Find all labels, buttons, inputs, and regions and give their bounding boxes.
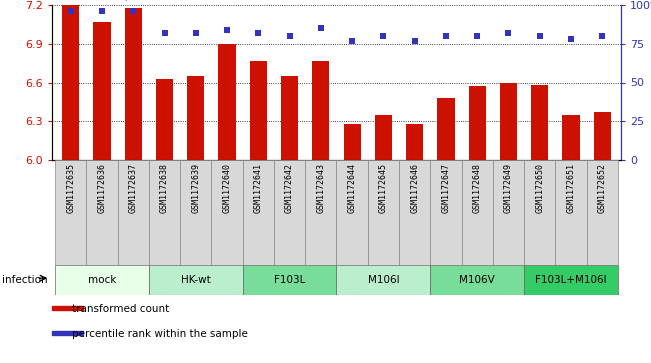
Bar	[52, 331, 83, 335]
Bar	[87, 160, 118, 265]
Point	[316, 25, 326, 31]
Text: GSM1172641: GSM1172641	[254, 163, 263, 213]
Bar	[555, 160, 587, 265]
Point	[472, 33, 482, 39]
Bar	[344, 124, 361, 160]
Bar	[493, 160, 524, 265]
Text: GSM1172644: GSM1172644	[348, 163, 357, 213]
Bar	[337, 160, 368, 265]
Bar	[375, 115, 392, 160]
Bar	[531, 85, 548, 160]
Point	[97, 8, 107, 14]
Bar	[219, 44, 236, 160]
Text: GSM1172643: GSM1172643	[316, 163, 326, 213]
Text: GSM1172650: GSM1172650	[535, 163, 544, 213]
Text: GSM1172646: GSM1172646	[410, 163, 419, 213]
Bar	[149, 265, 243, 295]
Bar	[430, 265, 524, 295]
Text: GSM1172640: GSM1172640	[223, 163, 232, 213]
Bar	[399, 160, 430, 265]
Text: M106V: M106V	[460, 275, 495, 285]
Bar	[337, 265, 430, 295]
Bar	[125, 8, 142, 160]
Bar	[250, 61, 267, 160]
Text: GSM1172649: GSM1172649	[504, 163, 513, 213]
Text: GSM1172648: GSM1172648	[473, 163, 482, 213]
Point	[566, 36, 576, 42]
Text: transformed count: transformed count	[72, 304, 169, 314]
Point	[128, 8, 139, 14]
Text: GSM1172652: GSM1172652	[598, 163, 607, 213]
Point	[284, 33, 295, 39]
Point	[191, 30, 201, 36]
Bar	[274, 160, 305, 265]
Text: F103L+M106I: F103L+M106I	[535, 275, 607, 285]
Point	[66, 8, 76, 14]
Bar	[406, 124, 423, 160]
Bar	[55, 265, 149, 295]
Bar	[430, 160, 462, 265]
Point	[597, 33, 607, 39]
Point	[503, 30, 514, 36]
Bar	[524, 265, 618, 295]
Point	[222, 27, 232, 33]
Bar	[305, 160, 337, 265]
Bar	[281, 76, 298, 160]
Text: GSM1172645: GSM1172645	[379, 163, 388, 213]
Bar	[55, 160, 87, 265]
Bar	[187, 76, 204, 160]
Point	[253, 30, 264, 36]
Bar	[156, 79, 173, 160]
Bar	[312, 61, 329, 160]
Point	[347, 38, 357, 44]
Text: infection: infection	[2, 275, 48, 285]
Bar	[52, 306, 83, 310]
Bar	[594, 112, 611, 160]
Text: GSM1172647: GSM1172647	[441, 163, 450, 213]
Bar	[368, 160, 399, 265]
Point	[441, 33, 451, 39]
Text: GSM1172639: GSM1172639	[191, 163, 201, 213]
Bar	[94, 22, 111, 160]
Point	[378, 33, 389, 39]
Point	[409, 38, 420, 44]
Bar	[62, 5, 79, 160]
Text: percentile rank within the sample: percentile rank within the sample	[72, 329, 248, 339]
Bar	[149, 160, 180, 265]
Text: GSM1172636: GSM1172636	[98, 163, 107, 213]
Bar	[180, 160, 212, 265]
Bar	[118, 160, 149, 265]
Text: GDS4997 / 8139500: GDS4997 / 8139500	[59, 0, 193, 1]
Text: HK-wt: HK-wt	[181, 275, 211, 285]
Bar	[212, 160, 243, 265]
Bar	[524, 160, 555, 265]
Bar	[437, 98, 454, 160]
Text: GSM1172638: GSM1172638	[160, 163, 169, 213]
Bar	[562, 115, 579, 160]
Bar	[469, 86, 486, 160]
Point	[159, 30, 170, 36]
Bar	[243, 265, 337, 295]
Text: GSM1172642: GSM1172642	[285, 163, 294, 213]
Bar	[243, 160, 274, 265]
Point	[534, 33, 545, 39]
Text: mock: mock	[88, 275, 117, 285]
Text: GSM1172635: GSM1172635	[66, 163, 76, 213]
Text: GSM1172637: GSM1172637	[129, 163, 138, 213]
Bar	[462, 160, 493, 265]
Text: F103L: F103L	[274, 275, 305, 285]
Text: M106I: M106I	[368, 275, 399, 285]
Text: GSM1172651: GSM1172651	[566, 163, 575, 213]
Bar	[500, 82, 517, 160]
Bar	[587, 160, 618, 265]
